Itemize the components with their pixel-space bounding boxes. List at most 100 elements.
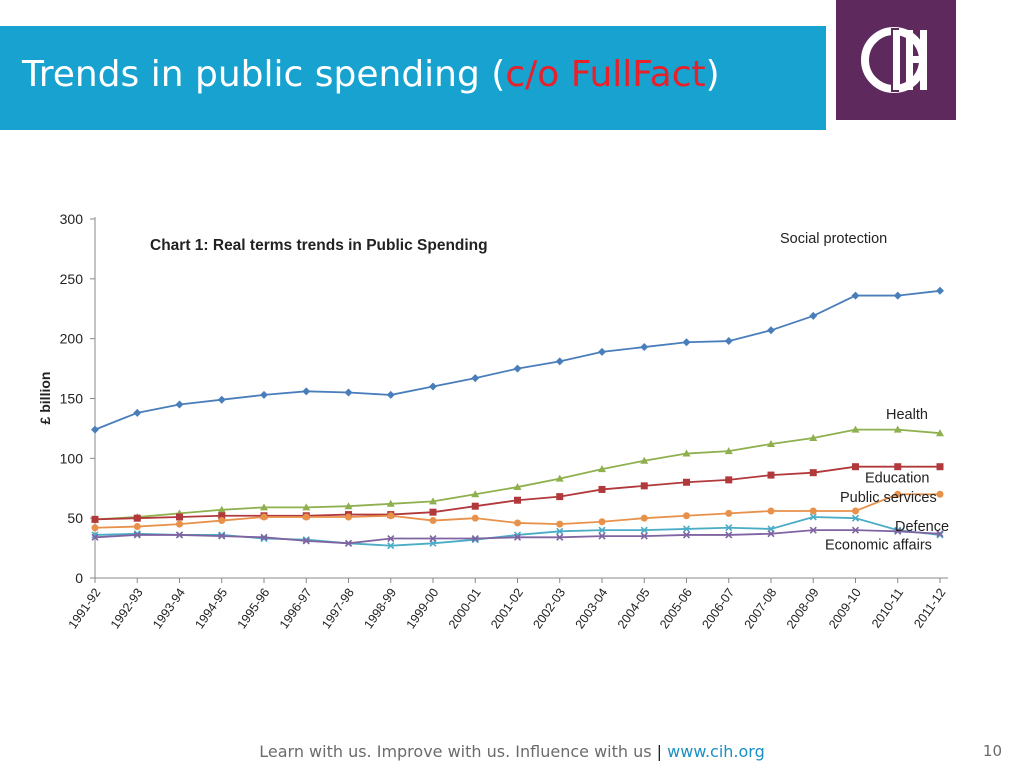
series-economic-affairs bbox=[91, 526, 944, 547]
data-point-public-services bbox=[387, 512, 395, 520]
x-tick-label: 2007-08 bbox=[742, 586, 780, 632]
data-point-health bbox=[851, 425, 860, 433]
data-point-public-services bbox=[725, 509, 733, 517]
y-tick-label: 150 bbox=[60, 391, 84, 407]
x-tick-label: 1995-96 bbox=[235, 586, 273, 632]
data-point-defence bbox=[851, 514, 860, 522]
data-point-health bbox=[386, 499, 395, 507]
data-point-public-services bbox=[260, 513, 268, 521]
data-point-education bbox=[936, 463, 944, 471]
data-point-economic-affairs bbox=[387, 534, 395, 543]
data-point-public-services bbox=[471, 514, 479, 522]
x-tick-label: 1991-92 bbox=[66, 586, 104, 632]
data-point-health bbox=[936, 429, 944, 437]
data-point-health bbox=[429, 497, 437, 505]
x-tick-label: 1996-97 bbox=[277, 586, 315, 632]
cih-logo-icon bbox=[861, 27, 927, 93]
data-point-education bbox=[894, 463, 902, 471]
data-point-social-protection bbox=[724, 337, 733, 346]
data-point-social-protection bbox=[555, 357, 564, 366]
y-tick-label: 100 bbox=[60, 450, 84, 466]
series-label: Defence bbox=[895, 519, 949, 535]
cih-logo bbox=[836, 0, 956, 120]
x-tick-label: 2008-09 bbox=[784, 586, 822, 632]
data-point-economic-affairs bbox=[429, 534, 437, 543]
data-point-social-protection bbox=[175, 400, 184, 409]
data-point-public-services bbox=[218, 517, 226, 525]
series-label: Health bbox=[886, 407, 928, 423]
data-point-health bbox=[682, 449, 691, 457]
data-point-economic-affairs bbox=[725, 531, 733, 539]
data-point-health bbox=[767, 439, 775, 447]
data-point-economic-affairs bbox=[175, 531, 184, 539]
data-point-social-protection bbox=[91, 425, 99, 434]
data-point-defence bbox=[682, 525, 691, 533]
data-point-social-protection bbox=[513, 364, 522, 373]
data-point-education bbox=[809, 469, 817, 477]
data-point-education bbox=[218, 512, 226, 520]
data-point-public-services bbox=[429, 517, 437, 525]
title-banner bbox=[0, 26, 826, 130]
data-point-public-services bbox=[514, 519, 521, 527]
data-point-health bbox=[513, 483, 522, 491]
data-point-health bbox=[302, 503, 311, 511]
data-point-public-services bbox=[683, 512, 690, 520]
data-point-education bbox=[556, 493, 564, 501]
x-tick-label: 2002-03 bbox=[530, 586, 568, 632]
data-point-defence bbox=[809, 513, 817, 521]
series-label: Economic affairs bbox=[825, 538, 932, 554]
data-point-health bbox=[809, 433, 818, 441]
x-tick-label: 1998-99 bbox=[361, 586, 399, 632]
data-point-economic-affairs bbox=[640, 532, 648, 540]
data-point-health bbox=[344, 502, 353, 510]
data-point-economic-affairs bbox=[218, 532, 226, 540]
data-point-health bbox=[555, 474, 564, 482]
data-point-social-protection bbox=[598, 347, 606, 356]
footer-link[interactable]: www.cih.org bbox=[667, 742, 765, 761]
data-point-social-protection bbox=[133, 408, 142, 417]
x-tick-label: 2009-10 bbox=[826, 586, 864, 632]
data-point-economic-affairs bbox=[471, 534, 479, 543]
x-tick-label: 1997-98 bbox=[319, 586, 357, 632]
x-tick-label: 2004-05 bbox=[615, 586, 653, 632]
data-point-social-protection bbox=[851, 291, 860, 300]
data-point-public-services bbox=[852, 507, 859, 515]
footer: Learn with us. Improve with us. Influenc… bbox=[0, 742, 1024, 761]
data-point-public-services bbox=[767, 507, 775, 515]
data-point-economic-affairs bbox=[598, 532, 606, 540]
data-point-public-services bbox=[91, 524, 99, 532]
series-label: Public services bbox=[840, 490, 937, 506]
data-point-public-services bbox=[809, 507, 817, 515]
data-point-social-protection bbox=[471, 374, 480, 383]
data-point-economic-affairs bbox=[894, 527, 902, 535]
series-line-social-protection bbox=[94, 289, 941, 431]
title-source: c/o FullFact bbox=[505, 54, 706, 95]
footer-tagline: Learn with us. Improve with us. Influenc… bbox=[259, 742, 652, 761]
data-point-education bbox=[683, 478, 690, 486]
data-point-defence bbox=[640, 526, 648, 534]
data-point-education bbox=[91, 515, 99, 523]
data-point-public-services bbox=[598, 518, 606, 526]
data-point-public-services bbox=[894, 490, 902, 498]
data-point-public-services bbox=[176, 520, 183, 528]
data-point-economic-affairs bbox=[513, 533, 522, 541]
data-point-economic-affairs bbox=[344, 539, 353, 547]
data-point-economic-affairs bbox=[682, 531, 691, 539]
footer-separator: | bbox=[656, 742, 663, 761]
data-point-social-protection bbox=[682, 338, 691, 347]
data-point-public-services bbox=[936, 490, 944, 498]
data-point-economic-affairs bbox=[260, 533, 268, 541]
data-point-health bbox=[471, 490, 480, 498]
y-tick-label: 50 bbox=[67, 510, 83, 526]
series-social-protection bbox=[91, 286, 944, 434]
data-point-health bbox=[640, 456, 649, 464]
series-labels: Social protection Health Education Public s… bbox=[780, 231, 949, 554]
data-point-education bbox=[640, 482, 648, 490]
data-point-education bbox=[852, 463, 859, 471]
data-point-education bbox=[429, 508, 437, 516]
data-point-public-services bbox=[556, 520, 564, 528]
data-point-social-protection bbox=[302, 387, 311, 396]
data-point-economic-affairs bbox=[851, 526, 860, 534]
data-point-social-protection bbox=[429, 382, 437, 391]
